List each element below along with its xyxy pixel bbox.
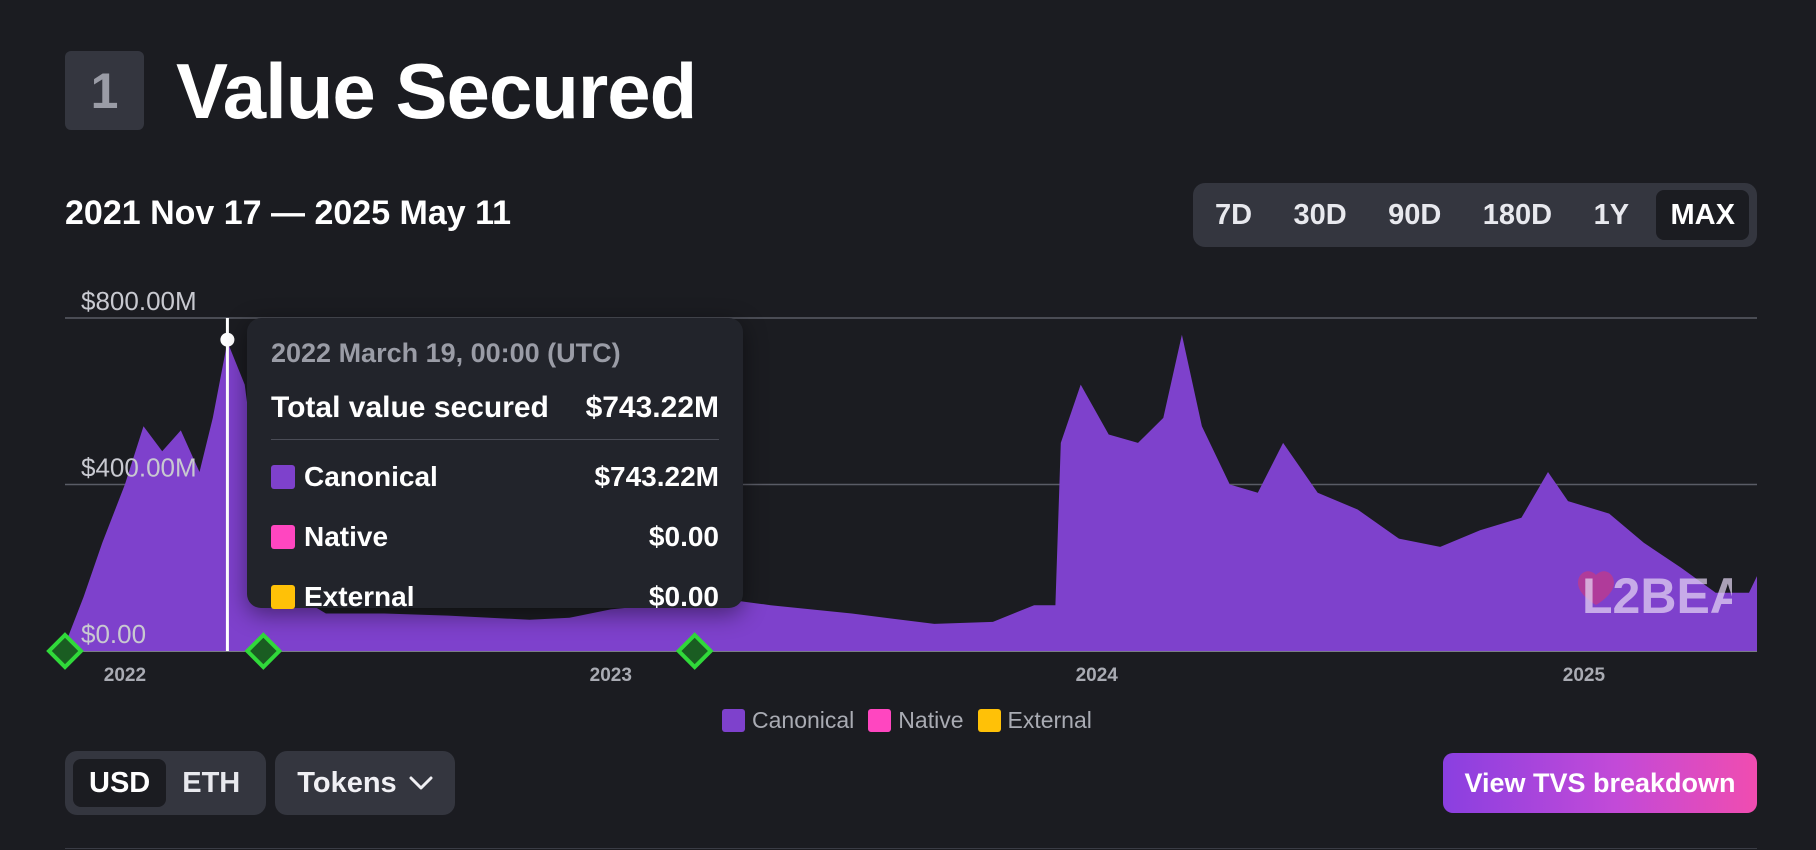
native-swatch [271, 525, 295, 549]
section-divider [65, 848, 1757, 849]
hover-point [220, 332, 235, 347]
currency-toggle: USD ETH [65, 751, 266, 815]
range-tab-1y[interactable]: 1Y [1593, 199, 1630, 231]
tooltip-total-value: $743.22M [585, 391, 719, 424]
currency-eth-button[interactable]: ETH [182, 767, 241, 799]
legend-swatch-external [977, 709, 1001, 732]
range-tab-7d[interactable]: 7D [1215, 199, 1253, 231]
x-tick-label: 2022 [104, 665, 146, 686]
tooltip-row-native: Native $0.00 [271, 514, 719, 560]
canonical-area [65, 334, 1757, 651]
currency-usd-button[interactable]: USD [73, 759, 167, 807]
tokens-dropdown[interactable]: Tokens [275, 751, 455, 815]
date-range: 2021 Nov 17 — 2025 May 11 [65, 194, 512, 232]
section-number-badge: 1 [65, 51, 144, 130]
milestone-diamond-icon[interactable] [244, 632, 283, 670]
svg-text:L2BEAT: L2BEAT [1582, 568, 1732, 623]
tooltip-total-row: Total value secured $743.22M [271, 391, 719, 440]
tooltip-date: 2022 March 19, 00:00 (UTC) [271, 338, 621, 368]
l2beat-watermark-logo: L2BEAT [1578, 568, 1732, 623]
y-tick-label: $400.00M [81, 453, 197, 483]
legend-item-external[interactable]: External [977, 707, 1092, 734]
view-tvs-breakdown-button[interactable]: View TVS breakdown [1443, 753, 1757, 813]
legend-swatch-canonical [722, 709, 745, 732]
tooltip-row-canonical: Canonical $743.22M [271, 454, 719, 500]
range-tab-30d[interactable]: 30D [1293, 199, 1347, 231]
y-tick-label: $0.00 [81, 619, 146, 649]
external-swatch [271, 585, 295, 609]
legend-label-native: Native [898, 707, 964, 733]
legend-swatch-native [868, 709, 892, 732]
range-tab-max[interactable]: MAX [1656, 190, 1749, 240]
x-tick-label: 2025 [1563, 665, 1606, 686]
time-range-selector: 7D 30D 90D 180D 1Y MAX [1193, 183, 1757, 247]
milestone-diamond-icon[interactable] [46, 632, 84, 670]
chevron-down-icon [409, 776, 433, 790]
legend-label-canonical: Canonical [752, 707, 855, 733]
legend-item-canonical[interactable]: Canonical [722, 707, 854, 734]
tooltip-external-value: $0.00 [648, 581, 719, 612]
tokens-label: Tokens [297, 766, 397, 799]
y-tick-label: $800.00M [81, 286, 197, 316]
x-tick-label: 2023 [590, 665, 632, 686]
canonical-swatch [271, 465, 295, 489]
chart-tooltip: 2022 March 19, 00:00 (UTC) Total value s… [247, 318, 743, 612]
tooltip-row-external: External $0.00 [271, 574, 719, 620]
tooltip-native-value: $0.00 [648, 521, 719, 552]
tooltip-external-label: External [304, 581, 415, 612]
legend-label-external: External [1007, 707, 1092, 733]
tooltip-canonical-label: Canonical [304, 461, 438, 492]
x-tick-label: 2024 [1076, 665, 1119, 686]
legend-item-native[interactable]: Native [868, 707, 964, 734]
tooltip-canonical-value: $743.22M [594, 461, 719, 492]
tooltip-native-label: Native [304, 521, 389, 552]
tooltip-total-label: Total value secured [271, 391, 549, 424]
range-tab-180d[interactable]: 180D [1482, 199, 1553, 231]
section-title: Value Secured [176, 46, 697, 135]
range-tab-90d[interactable]: 90D [1388, 199, 1442, 231]
chart-legend: Canonical Native External [722, 707, 1106, 734]
section-header: 1 Value Secured [65, 46, 697, 135]
milestone-diamond-icon[interactable] [675, 632, 714, 670]
value-secured-chart[interactable]: $800.00M $400.00M $0.00 2022 2023 2024 2025 [0, 0, 1816, 700]
